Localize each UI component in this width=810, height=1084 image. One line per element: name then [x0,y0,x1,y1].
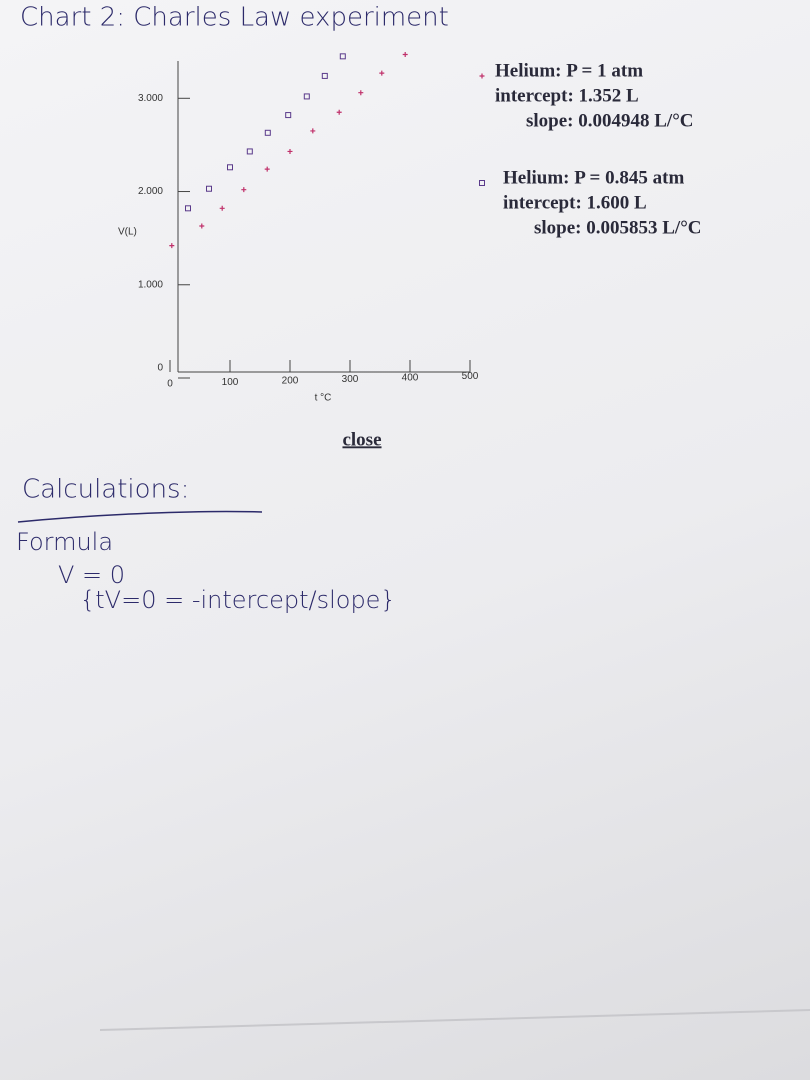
legend-intercept: intercept: 1.352 L [495,85,639,106]
underline [17,510,263,523]
data-point [264,166,270,172]
x-tick-label: 400 [402,373,419,384]
data-point [285,112,292,119]
data-point [227,164,233,171]
data-point [336,109,342,115]
x-tick-label: 500 [462,371,479,382]
legend-intercept: intercept: 1.600 L [503,192,647,213]
data-point [339,53,346,60]
x-axis-label: t °C [315,393,332,404]
data-point [379,70,385,76]
data-point [264,129,271,136]
legend-label: Helium: P = 0.845 atm [503,167,684,188]
legend-marker [479,73,485,79]
x-tick-label: 100 [222,377,239,388]
x-tick-label: 200 [282,376,299,387]
data-point [287,148,293,154]
paper-edge [99,1009,810,1031]
legend-label: Helium: P = 1 atm [495,60,643,81]
data-point [321,72,328,79]
formula-condition: V = 0 [58,561,125,589]
data-point [219,205,225,211]
data-point [303,93,310,100]
data-point [246,148,253,155]
data-point [310,128,316,134]
data-point [199,223,205,229]
y-tick-label: 2.000 [138,186,163,197]
data-point [358,90,364,96]
chart-title: Chart 2: Charles Law experiment [20,3,449,33]
y-tick-label: 0 [157,363,163,374]
data-point [402,51,408,57]
calculations-heading: Calculations: [22,475,189,505]
legend-slope: slope: 0.004948 L/°C [526,110,694,131]
data-point [169,243,175,249]
y-axis-label: V(L) [118,227,137,238]
formula: {tV=0 = -intercept/slope} [80,586,396,614]
y-tick-label: 1.000 [138,279,163,290]
legend-marker [479,180,485,186]
y-tick-label: 3.000 [138,93,163,104]
formula-label: Formula [16,528,113,556]
close-link[interactable]: close [342,429,381,450]
legend-slope: slope: 0.005853 L/°C [534,217,702,238]
data-point [185,205,191,212]
x-tick-label: 300 [342,374,359,385]
x-tick-label: 0 [167,379,173,390]
data-point [241,187,247,193]
data-point [206,185,212,192]
